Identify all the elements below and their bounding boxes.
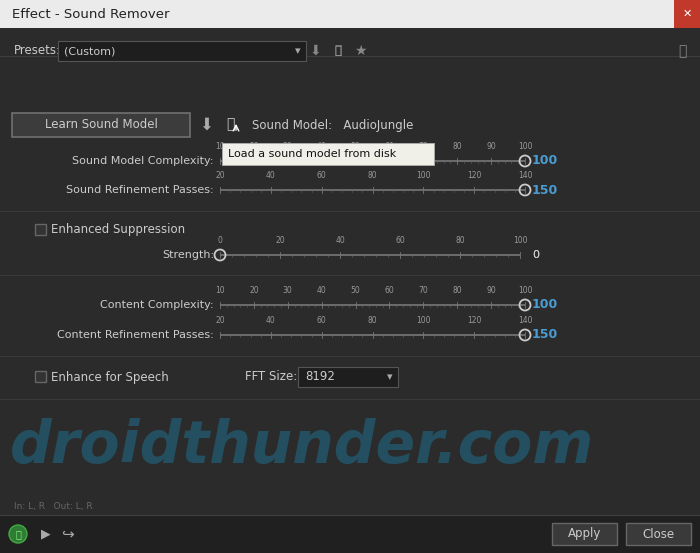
Text: ⬇: ⬇: [199, 116, 213, 134]
Text: Strength:: Strength:: [162, 250, 214, 260]
Text: 100: 100: [512, 236, 527, 245]
Text: 100: 100: [416, 171, 430, 180]
Text: 100: 100: [416, 316, 430, 325]
Bar: [674, 0, 700, 28]
Text: 10: 10: [215, 286, 225, 295]
Text: ⏻: ⏻: [15, 529, 21, 539]
Text: ✕: ✕: [682, 9, 692, 19]
Text: 70: 70: [419, 286, 428, 295]
Text: Sound Model:   AudioJungle: Sound Model: AudioJungle: [252, 118, 414, 132]
Text: Enhance for Speech: Enhance for Speech: [51, 371, 169, 383]
Text: 80: 80: [368, 316, 377, 325]
Text: 140: 140: [518, 171, 532, 180]
Text: 8192: 8192: [305, 371, 335, 383]
Text: 80: 80: [368, 171, 377, 180]
Text: (Custom): (Custom): [64, 46, 116, 56]
Text: 40: 40: [335, 236, 345, 245]
Text: 20: 20: [215, 316, 225, 325]
Text: 120: 120: [467, 316, 482, 325]
Text: ⓘ: ⓘ: [678, 44, 686, 58]
Text: 50: 50: [351, 286, 360, 295]
Bar: [58, 41, 306, 61]
Text: 60: 60: [384, 286, 394, 295]
Bar: [626, 523, 691, 545]
Text: ★: ★: [354, 44, 366, 58]
Text: ▾: ▾: [387, 372, 393, 382]
Text: 90: 90: [486, 142, 496, 151]
Text: 0: 0: [532, 250, 539, 260]
Text: 100: 100: [532, 154, 558, 168]
Text: 140: 140: [518, 316, 532, 325]
Bar: [12, 113, 190, 137]
Text: 🗑: 🗑: [335, 46, 342, 56]
Text: 150: 150: [532, 184, 558, 196]
Text: droidthunder.com: droidthunder.com: [10, 419, 594, 476]
Text: 40: 40: [266, 316, 276, 325]
Bar: [552, 523, 617, 545]
Text: 120: 120: [467, 171, 482, 180]
Text: Close: Close: [643, 528, 675, 540]
Text: 60: 60: [317, 316, 326, 325]
Text: ▶: ▶: [41, 528, 51, 540]
Text: Sound Refinement Passes:: Sound Refinement Passes:: [66, 185, 214, 195]
Text: Sound Model Complexity:: Sound Model Complexity:: [73, 156, 214, 166]
Text: ↪: ↪: [62, 526, 74, 541]
Text: 60: 60: [317, 171, 326, 180]
Text: 100: 100: [518, 142, 532, 151]
Text: 50: 50: [351, 142, 360, 151]
Text: FFT Size:: FFT Size:: [245, 371, 298, 383]
Text: 30: 30: [283, 142, 293, 151]
Text: 80: 80: [452, 286, 462, 295]
Text: 100: 100: [532, 299, 558, 311]
Text: 20: 20: [275, 236, 285, 245]
Text: 150: 150: [532, 328, 558, 342]
Text: 0: 0: [218, 236, 223, 245]
Text: Presets:: Presets:: [14, 44, 61, 58]
Text: 📁: 📁: [226, 117, 234, 131]
Text: Content Refinement Passes:: Content Refinement Passes:: [57, 330, 214, 340]
Text: 20: 20: [249, 142, 259, 151]
Text: Effect - Sound Remover: Effect - Sound Remover: [12, 8, 169, 20]
Text: 40: 40: [317, 286, 326, 295]
Text: Load a sound model from disk: Load a sound model from disk: [228, 149, 396, 159]
Text: 30: 30: [283, 286, 293, 295]
Bar: [298, 367, 398, 387]
Text: 40: 40: [317, 142, 326, 151]
Bar: [0, 0, 700, 28]
Bar: [0, 515, 700, 553]
Text: Apply: Apply: [568, 528, 601, 540]
Text: 70: 70: [419, 142, 428, 151]
Text: ⬜: ⬜: [335, 44, 342, 58]
Text: 20: 20: [215, 171, 225, 180]
Text: 80: 80: [455, 236, 465, 245]
Text: Enhanced Suppression: Enhanced Suppression: [51, 223, 185, 237]
Text: In: L, R   Out: L, R: In: L, R Out: L, R: [14, 503, 92, 512]
Bar: [222, 143, 434, 165]
Bar: [35, 224, 46, 235]
Text: 90: 90: [486, 286, 496, 295]
Circle shape: [9, 525, 27, 543]
Text: Content Complexity:: Content Complexity:: [100, 300, 214, 310]
Text: 10: 10: [215, 142, 225, 151]
Text: 60: 60: [384, 142, 394, 151]
Text: 80: 80: [452, 142, 462, 151]
Text: 20: 20: [249, 286, 259, 295]
Text: ▾: ▾: [295, 46, 301, 56]
Text: ⬇: ⬇: [309, 44, 321, 58]
Bar: [35, 371, 46, 382]
Text: 100: 100: [518, 286, 532, 295]
Text: Learn Sound Model: Learn Sound Model: [45, 118, 158, 132]
Text: 40: 40: [266, 171, 276, 180]
Text: 60: 60: [395, 236, 405, 245]
Text: 0: 0: [532, 250, 539, 260]
